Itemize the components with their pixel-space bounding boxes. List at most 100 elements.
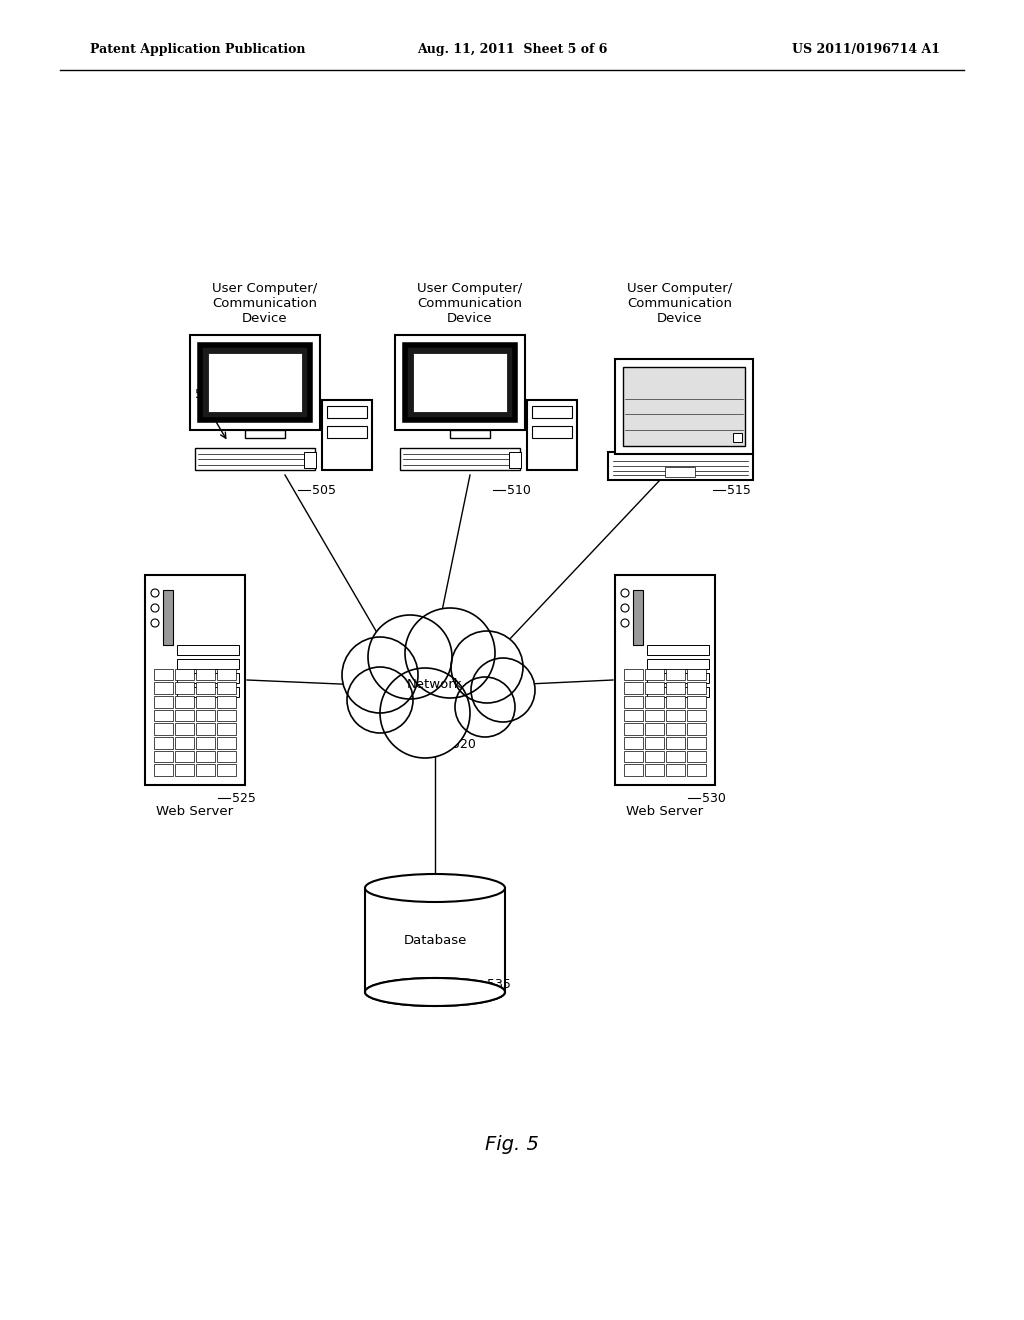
Circle shape	[621, 605, 629, 612]
Bar	[200, 345, 310, 420]
Bar	[624, 682, 643, 694]
Bar	[615, 359, 753, 454]
Circle shape	[342, 638, 418, 713]
Circle shape	[151, 605, 159, 612]
Circle shape	[380, 668, 470, 758]
Bar	[177, 659, 239, 669]
Bar	[327, 426, 367, 438]
Bar	[532, 407, 572, 418]
Bar	[666, 751, 685, 763]
Bar	[666, 710, 685, 722]
Bar	[196, 696, 215, 708]
Text: Database: Database	[403, 933, 467, 946]
Bar	[645, 696, 664, 708]
Bar	[645, 669, 664, 680]
Bar	[217, 723, 236, 735]
Bar	[527, 400, 577, 470]
Ellipse shape	[365, 874, 505, 902]
Bar	[177, 645, 239, 655]
Text: Web Server: Web Server	[157, 805, 233, 818]
Text: 525: 525	[232, 792, 256, 804]
Bar	[196, 751, 215, 763]
Bar	[365, 887, 505, 993]
Bar	[633, 590, 643, 645]
Circle shape	[455, 677, 515, 737]
Bar	[217, 696, 236, 708]
Bar	[217, 764, 236, 776]
Bar	[177, 686, 239, 697]
Text: Patent Application Publication: Patent Application Publication	[90, 44, 305, 57]
Bar	[208, 352, 302, 412]
Bar	[624, 737, 643, 748]
Bar	[196, 723, 215, 735]
Bar	[645, 751, 664, 763]
Circle shape	[621, 619, 629, 627]
Bar	[687, 696, 706, 708]
Text: User Computer/
Communication
Device: User Computer/ Communication Device	[418, 282, 522, 325]
Bar	[624, 669, 643, 680]
Bar	[154, 710, 173, 722]
Bar	[322, 400, 372, 470]
Bar	[217, 669, 236, 680]
Bar	[647, 645, 709, 655]
Bar	[645, 764, 664, 776]
Bar	[413, 352, 507, 412]
Text: US 2011/0196714 A1: US 2011/0196714 A1	[792, 44, 940, 57]
Bar	[687, 710, 706, 722]
Bar	[450, 430, 490, 438]
Bar	[196, 682, 215, 694]
Bar	[509, 451, 521, 469]
Circle shape	[451, 631, 523, 704]
Bar	[196, 710, 215, 722]
Bar	[645, 737, 664, 748]
Text: 535: 535	[487, 978, 511, 991]
Bar	[350, 649, 520, 719]
Bar	[645, 710, 664, 722]
Text: 530: 530	[702, 792, 726, 804]
Bar	[175, 710, 194, 722]
Bar	[175, 723, 194, 735]
Bar	[177, 673, 239, 682]
Text: User Computer/
Communication
Device: User Computer/ Communication Device	[628, 282, 732, 325]
Bar	[687, 764, 706, 776]
Bar	[406, 345, 515, 420]
Bar	[666, 764, 685, 776]
Bar	[154, 723, 173, 735]
Bar	[175, 737, 194, 748]
Bar	[304, 451, 316, 469]
Bar	[163, 590, 173, 645]
Bar	[624, 696, 643, 708]
Bar	[154, 751, 173, 763]
Bar	[190, 335, 319, 430]
Bar	[195, 447, 315, 470]
Bar	[624, 710, 643, 722]
Bar	[624, 751, 643, 763]
Bar	[645, 682, 664, 694]
Bar	[687, 737, 706, 748]
Text: Aug. 11, 2011  Sheet 5 of 6: Aug. 11, 2011 Sheet 5 of 6	[417, 44, 607, 57]
Bar	[665, 467, 695, 477]
Bar	[666, 696, 685, 708]
Bar	[175, 751, 194, 763]
Bar	[647, 659, 709, 669]
Bar	[733, 433, 742, 442]
Bar	[154, 696, 173, 708]
Text: Network: Network	[408, 678, 463, 692]
Circle shape	[347, 667, 413, 733]
Bar	[145, 576, 245, 785]
Bar	[623, 367, 745, 446]
Bar	[196, 737, 215, 748]
Ellipse shape	[365, 978, 505, 1006]
Bar	[615, 576, 715, 785]
Bar	[624, 764, 643, 776]
Text: 500: 500	[195, 388, 219, 401]
Circle shape	[471, 657, 535, 722]
Text: User Computer/
Communication
Device: User Computer/ Communication Device	[212, 282, 317, 325]
Bar	[666, 723, 685, 735]
Bar	[647, 686, 709, 697]
Bar	[175, 682, 194, 694]
Bar	[687, 682, 706, 694]
Text: 515: 515	[727, 483, 751, 496]
Circle shape	[406, 609, 495, 698]
Text: Web Server: Web Server	[627, 805, 703, 818]
